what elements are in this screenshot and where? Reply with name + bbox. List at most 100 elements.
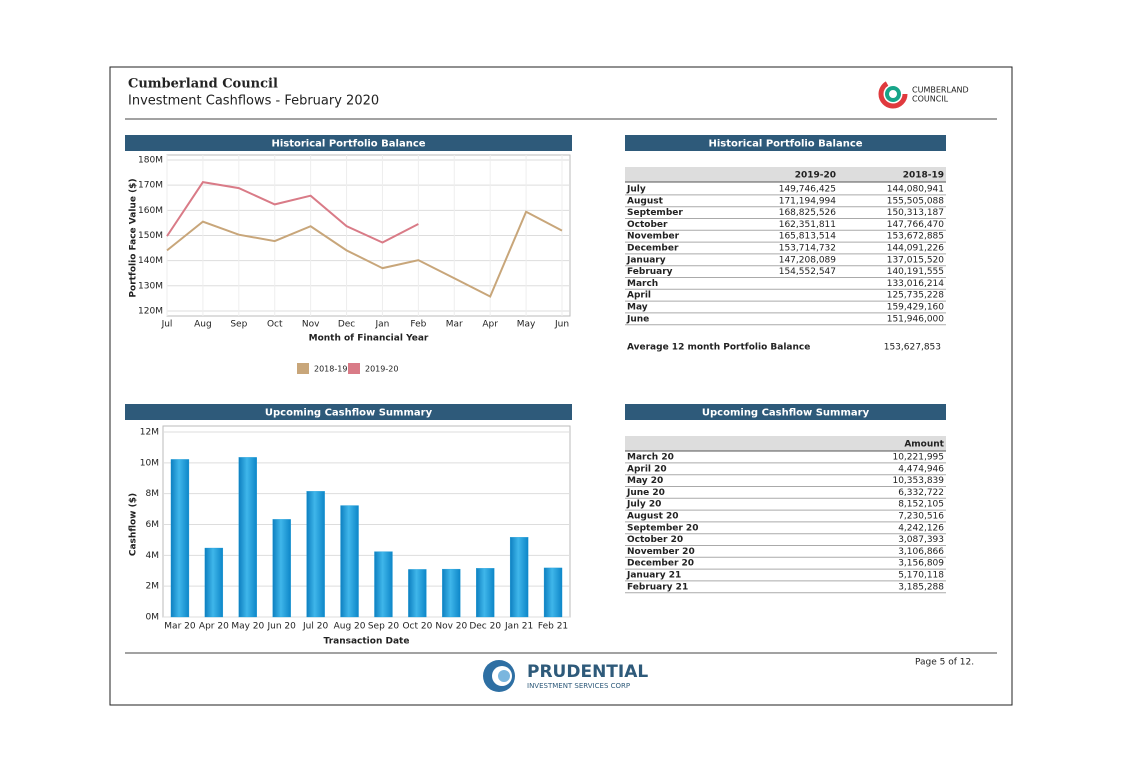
x-axis-title: Transaction Date (324, 637, 410, 647)
cell: 140,191,555 (887, 267, 944, 277)
x-tick-label: Oct 20 (402, 622, 432, 632)
column-header: 2018-19 (903, 171, 944, 181)
row-label: April (627, 291, 651, 301)
x-tick-label: Apr (482, 320, 498, 330)
summary-value: 153,627,853 (884, 343, 941, 353)
cell: 137,015,520 (887, 255, 945, 265)
cell: 154,552,547 (779, 267, 836, 277)
x-tick-label: Jan 21 (504, 622, 533, 632)
plot-area (162, 425, 571, 618)
logo-sub: INVESTMENT SERVICES CORP (527, 682, 630, 690)
row-label: September (627, 208, 683, 218)
y-tick-label: 0M (146, 613, 160, 623)
row-label: July (626, 185, 646, 195)
x-tick-label: Feb (410, 320, 426, 330)
y-tick-label: 150M (138, 231, 163, 241)
y-tick-label: 2M (146, 582, 160, 592)
panel-header (625, 135, 946, 151)
cell: 3,185,288 (898, 582, 944, 592)
row-label: June (626, 314, 649, 324)
bar (340, 505, 359, 618)
x-tick-label: Jun (554, 320, 569, 330)
row-label: April 20 (627, 464, 667, 474)
cell: 155,505,088 (887, 196, 945, 206)
row-label: September 20 (627, 523, 698, 533)
row-label: January 21 (626, 571, 681, 581)
x-axis-title: Month of Financial Year (309, 334, 429, 344)
cell: 10,221,995 (892, 453, 944, 463)
bar (543, 567, 563, 618)
cell: 8,152,105 (898, 500, 944, 510)
x-tick-label: Apr 20 (199, 622, 229, 632)
y-tick-label: 12M (140, 428, 159, 438)
x-tick-label: Aug (194, 320, 212, 330)
row-label: March (627, 279, 658, 289)
table-header (625, 167, 946, 182)
prudential-logo: PRUDENTIAL INVESTMENT SERVICES CORP (483, 660, 648, 692)
panel-title: Historical Portfolio Balance (708, 139, 862, 150)
cell: 4,474,946 (898, 464, 944, 474)
line-series (166, 210, 563, 298)
row-label: February (627, 267, 673, 277)
cell: 171,194,994 (779, 196, 837, 206)
council-logo: CUMBERLAND COUNCIL (878, 79, 969, 109)
y-tick-label: 140M (138, 256, 163, 266)
cell: 6,332,722 (898, 488, 944, 498)
column-header: 2019-20 (795, 171, 836, 181)
row-label: December 20 (627, 559, 694, 569)
x-tick-label: Oct (267, 320, 283, 330)
y-tick-label: 130M (138, 281, 163, 291)
cell: 149,746,425 (779, 185, 836, 195)
bar (408, 569, 427, 618)
x-tick-label: Mar (446, 320, 463, 330)
x-tick-label: Sep 20 (368, 622, 400, 632)
x-tick-label: Jul 20 (302, 622, 328, 632)
report-subtitle: Investment Cashflows - February 2020 (128, 94, 379, 109)
bar (509, 537, 529, 618)
panel-header (625, 404, 946, 420)
y-tick-label: 170M (138, 181, 163, 191)
cell: 125,735,228 (887, 291, 945, 301)
panel-header (125, 135, 572, 151)
cell: 150,313,187 (887, 208, 944, 218)
bar (238, 457, 257, 618)
x-tick-label: Dec (338, 320, 355, 330)
cell: 144,080,941 (887, 185, 944, 195)
y-tick-label: 6M (146, 520, 160, 530)
page-border (109, 66, 1013, 706)
logo-text: CUMBERLAND (912, 86, 969, 95)
x-tick-label: Mar 20 (164, 622, 196, 632)
row-label: August 20 (627, 512, 679, 522)
cell: 147,208,089 (779, 255, 837, 265)
column-header: Amount (904, 440, 944, 450)
cell: 3,087,393 (898, 535, 944, 545)
cell: 165,813,514 (779, 232, 837, 242)
y-tick-label: 4M (146, 551, 160, 561)
row-label: August (627, 196, 664, 206)
x-tick-label: May 20 (231, 622, 264, 632)
x-tick-label: May (517, 320, 536, 330)
cell: 144,091,226 (887, 244, 945, 254)
row-label: March 20 (627, 453, 674, 463)
row-label: May 20 (627, 476, 663, 486)
row-label: January (626, 255, 666, 265)
bar (374, 551, 393, 618)
cell: 133,016,214 (887, 279, 945, 289)
row-label: November 20 (627, 547, 695, 557)
legend-swatch (297, 363, 309, 374)
legend-label: 2019-20 (365, 365, 398, 374)
cell: 5,170,118 (898, 571, 944, 581)
cell: 147,766,470 (887, 220, 945, 230)
bar (272, 519, 291, 618)
bar (476, 568, 495, 618)
logo-name: PRUDENTIAL (527, 662, 648, 682)
x-tick-label: Aug 20 (334, 622, 366, 632)
legend-swatch (348, 363, 360, 374)
cell: 162,351,811 (779, 220, 836, 230)
x-tick-label: Sep (230, 320, 247, 330)
row-label: June 20 (626, 488, 665, 498)
cell: 159,429,160 (887, 303, 945, 313)
row-label: October 20 (627, 535, 683, 545)
cell: 4,242,126 (898, 523, 944, 533)
bar (170, 459, 190, 618)
